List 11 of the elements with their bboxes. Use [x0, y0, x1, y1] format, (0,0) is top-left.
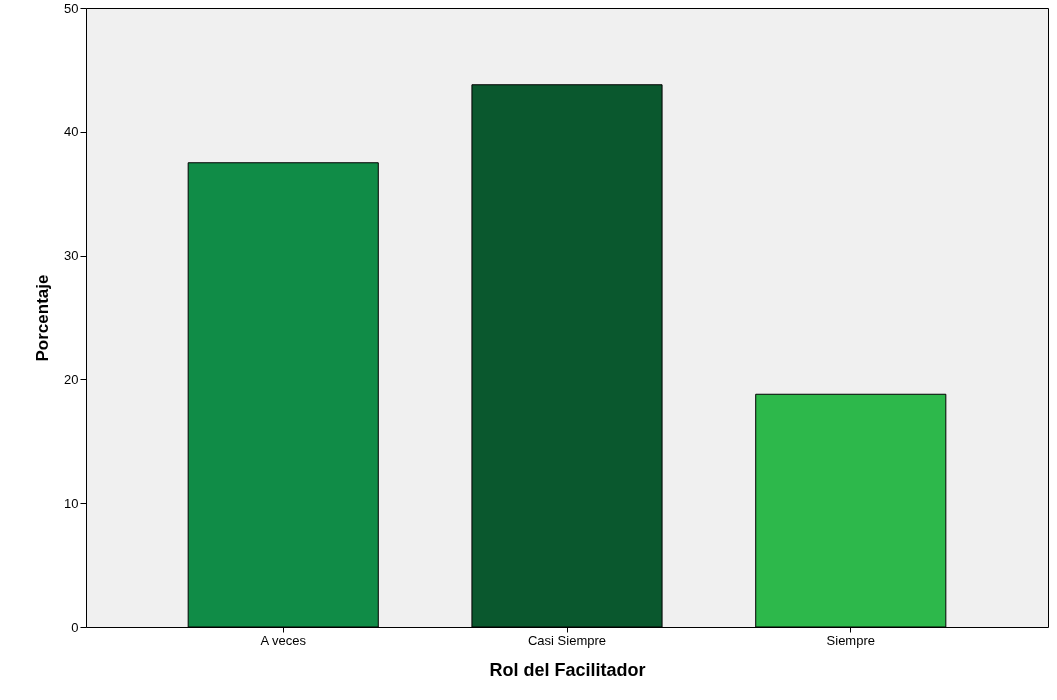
y-tick-label: 40 — [64, 124, 79, 140]
x-tick-label: Casi Siempre — [527, 632, 607, 648]
y-tick-label: 20 — [64, 371, 79, 387]
y-tick-label: 30 — [64, 248, 79, 264]
y-axis-title: Porcentaje — [33, 274, 53, 362]
x-tick-label: A veces — [260, 632, 307, 648]
y-tick-label: 50 — [64, 0, 79, 16]
x-tick-label: Siempre — [826, 632, 875, 648]
y-tick-label: 0 — [71, 619, 79, 635]
x-axis-title: Rol del Facilitador — [489, 659, 646, 680]
y-tick-label: 10 — [64, 495, 79, 511]
